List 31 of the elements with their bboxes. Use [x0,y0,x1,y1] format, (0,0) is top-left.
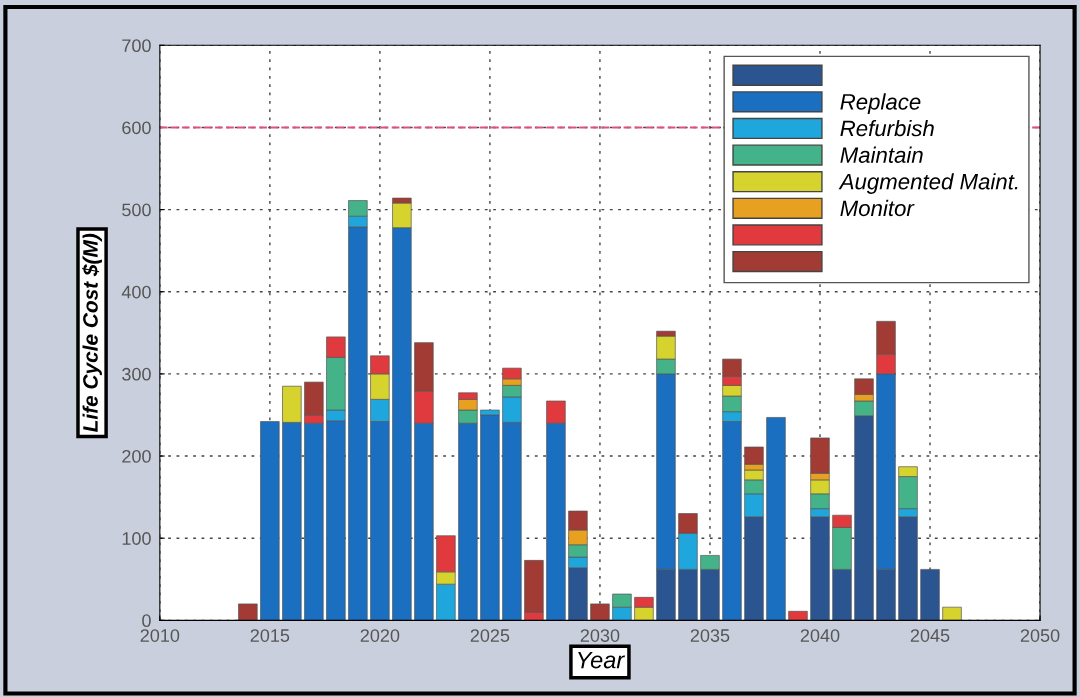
bar [942,606,962,621]
legend-label: Refurbish [840,119,934,137]
x-tick-label: 2040 [800,629,840,642]
x-tick-label: 2010 [140,629,180,642]
x-tick-label: 2050 [1020,629,1060,642]
bar [590,603,610,621]
bar [920,569,940,621]
legend-label: Augmented Maint. [838,173,1018,194]
x-tick-label: 2030 [580,629,620,642]
y-tick-label: 100 [122,532,151,545]
y-tick-label: 600 [122,121,151,135]
bar [788,610,808,621]
x-tick-label: 2045 [910,629,950,642]
x-axis-title: Year [578,651,626,669]
y-tick-label: 200 [122,449,151,463]
bar [766,417,786,621]
y-tick-label: 300 [122,367,151,381]
x-tick-label: 2015 [250,629,290,642]
legend-label: Maintain [840,146,923,163]
x-tick-label: 2025 [470,629,510,642]
y-tick-label: 400 [121,285,151,299]
y-tick-label: 700 [122,39,151,53]
legend-label: Replace [840,93,921,115]
x-tick-label: 2020 [360,629,400,642]
bar [260,421,280,621]
y-tick-label: 0 [142,614,151,628]
bar [238,603,258,621]
y-axis-title: Life Cycle Cost $(M) [82,233,102,432]
y-tick-label: 500 [122,203,151,217]
x-tick-label: 2035 [690,629,730,642]
legend-label: Monitor [840,199,915,217]
